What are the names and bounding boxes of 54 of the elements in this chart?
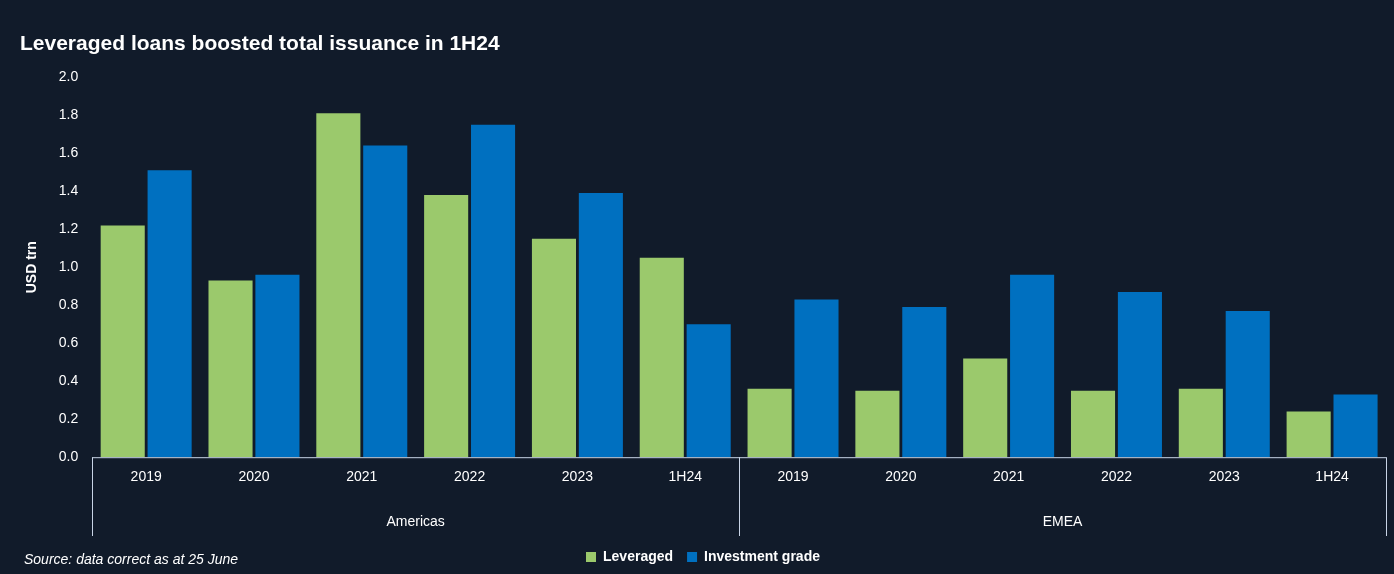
bar [100,225,145,458]
y-tick-label: 1.0 [58,258,79,275]
x-tick-label: 2021 [993,468,1025,485]
bar [1225,310,1270,458]
bar [855,390,900,458]
x-tick-label: 2021 [346,468,378,485]
bar [963,358,1008,458]
x-tick-label: 2022 [1100,468,1133,485]
bar [1070,390,1116,458]
bar [902,307,947,458]
text: EMEA [1042,512,1084,529]
y-tick-label: 1.6 [58,144,79,161]
legend-label: Investment grade [704,547,821,564]
y-tick-label: 1.2 [58,220,79,237]
bar [531,238,577,458]
bar [1286,411,1331,458]
x-tick-label: 2023 [561,468,594,485]
bar [363,145,408,458]
legend-label: Leveraged [603,547,674,564]
bar [316,113,361,458]
source-note: Source: data correct as at 25 June [24,550,239,567]
y-axis-title: USD trn [23,241,40,294]
bar [794,299,839,458]
bar [255,274,300,458]
y-tick-label: 0.6 [58,334,79,351]
x-tick-label: 2023 [1208,468,1241,485]
y-tick-label: 2.0 [58,68,79,85]
y-tick-label: 1.8 [58,106,79,123]
y-tick-label: 0.4 [58,372,79,389]
x-tick-label: 1H24 [668,468,703,485]
x-tick-label: 2019 [777,468,809,485]
bar [747,388,792,458]
x-tick-label: 2020 [885,468,917,485]
x-tick-label: 1H24 [1315,468,1350,485]
bar [1333,394,1378,458]
y-tick-label: 0.8 [58,296,79,313]
bar [1010,274,1055,458]
bar [578,193,623,458]
bar [424,195,469,458]
bar [1117,291,1162,458]
bar [471,124,516,458]
x-tick-label: 2022 [454,468,486,485]
bar [208,280,253,458]
x-tick-label: 2020 [238,468,270,485]
bar [686,324,731,458]
y-tick-label: 0.0 [58,448,79,465]
bar [639,257,684,458]
chart-title: Leveraged loans boosted total issuance in 1H24 [20,31,500,55]
text: Americas [386,512,445,529]
y-tick-label: 1.4 [58,182,79,199]
x-tick-label: 2019 [130,468,162,485]
bar [147,170,192,458]
bar [1178,388,1223,458]
y-tick-label: 0.2 [58,410,79,427]
